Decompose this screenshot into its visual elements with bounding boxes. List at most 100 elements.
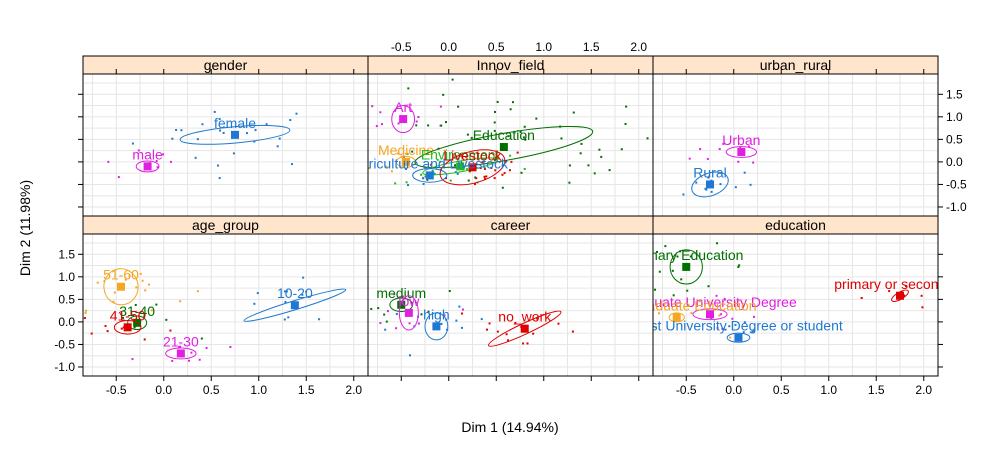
- individual-point: [460, 155, 463, 158]
- individual-point: [417, 322, 420, 325]
- individual-point: [496, 156, 499, 159]
- individual-point: [625, 105, 628, 108]
- panel-grid: [83, 234, 368, 376]
- individual-point: [734, 323, 737, 326]
- y-tick-label: -0.5: [54, 337, 75, 351]
- individual-point: [198, 358, 201, 361]
- individual-point: [295, 112, 298, 115]
- individual-point: [509, 154, 512, 157]
- individual-point: [532, 332, 535, 335]
- individual-point: [505, 160, 508, 163]
- individual-point: [385, 320, 388, 323]
- individual-point: [143, 338, 146, 341]
- individual-point: [480, 318, 483, 321]
- panel-grid: [368, 234, 653, 376]
- individual-point: [475, 177, 478, 180]
- individual-point: [407, 87, 410, 90]
- individual-point: [751, 330, 754, 333]
- individual-point: [749, 183, 752, 186]
- individual-point: [568, 164, 571, 167]
- individual-point: [488, 322, 491, 325]
- individual-point: [408, 354, 411, 357]
- individual-point: [719, 183, 722, 186]
- individual-point: [406, 153, 409, 156]
- individual-point: [133, 326, 136, 329]
- individual-point: [738, 264, 741, 267]
- y-tick-label: -0.5: [946, 177, 967, 191]
- individual-point: [466, 133, 469, 136]
- strip-layer: gender Innov_field urban_rural age_group car…: [82, 55, 939, 235]
- x-tick-label: 1.5: [583, 40, 600, 54]
- confidence-ellipse: [113, 320, 142, 335]
- individual-point: [415, 124, 418, 127]
- category-marker: [143, 162, 152, 171]
- x-tick-label: 0.5: [488, 40, 505, 54]
- individual-point: [920, 294, 923, 297]
- panel-grid: [368, 74, 653, 216]
- individual-point: [122, 316, 125, 319]
- individual-point: [516, 151, 519, 154]
- individual-point: [734, 186, 737, 189]
- category-label: medium: [376, 285, 426, 301]
- y-tick-label: 0.0: [946, 155, 963, 169]
- individual-point: [743, 321, 746, 324]
- individual-point: [217, 164, 220, 167]
- category-marker: [117, 282, 125, 291]
- individual-point: [232, 152, 235, 155]
- individual-point: [457, 105, 460, 108]
- individual-point: [106, 330, 109, 333]
- x-tick-label: 1.0: [535, 40, 552, 54]
- individual-point: [461, 308, 464, 311]
- individual-point: [219, 129, 222, 132]
- individual-point: [201, 123, 204, 126]
- individual-point: [90, 332, 93, 335]
- individual-point: [747, 145, 750, 148]
- x-tick-label: 2.0: [915, 383, 932, 397]
- individual-point: [302, 276, 305, 279]
- panel-grid: [653, 74, 938, 216]
- y-tick-label: 1.5: [946, 87, 963, 101]
- category-label: Agriculture and Livestock: [352, 155, 509, 171]
- individual-point: [742, 331, 745, 334]
- individual-point: [728, 325, 731, 328]
- strip-urban-rural: [652, 55, 939, 75]
- category-marker: [402, 157, 410, 166]
- strip-title: education: [765, 217, 826, 233]
- individual-point: [752, 161, 755, 164]
- individual-point: [653, 288, 656, 291]
- individual-point: [686, 289, 689, 292]
- individual-point: [379, 322, 382, 325]
- x-tick-label: 0.0: [155, 383, 172, 397]
- individual-point: [150, 309, 153, 312]
- individual-point: [431, 169, 434, 172]
- y-axis-title: Dim 2 (11.98%): [17, 180, 33, 276]
- category-layer: femalemaleArtMedicineEducationEnvironmen…: [103, 99, 938, 360]
- individual-point: [671, 269, 674, 272]
- individual-point: [96, 281, 99, 284]
- individual-point: [620, 148, 623, 151]
- individual-point: [443, 314, 446, 317]
- individual-point: [579, 152, 582, 155]
- individual-point: [729, 336, 732, 339]
- individual-point: [723, 297, 726, 300]
- x-tick-label: -0.5: [676, 383, 697, 397]
- individual-point: [175, 129, 178, 132]
- individual-point: [305, 290, 308, 293]
- confidence-ellipse: [103, 268, 139, 306]
- category-label: 21-30: [163, 333, 199, 349]
- individual-point: [524, 138, 527, 141]
- individual-point: [200, 337, 203, 340]
- axis-layer: -0.5 0.0 0.5 1.0 1.5 2.0 -1.0 -0.5 0.0 0.5 1.0 1.5 -…: [54, 40, 967, 397]
- category-label: Rural: [693, 164, 726, 180]
- individual-point: [600, 155, 603, 158]
- category-marker: [682, 262, 691, 271]
- individual-point: [112, 300, 115, 303]
- individual-point: [426, 178, 429, 181]
- individual-point: [278, 137, 281, 140]
- individual-point: [180, 129, 183, 132]
- individual-point: [664, 245, 667, 248]
- individual-point: [117, 176, 120, 179]
- category-marker: [499, 143, 508, 152]
- category-label: Urban: [722, 132, 760, 148]
- individual-point: [318, 318, 321, 321]
